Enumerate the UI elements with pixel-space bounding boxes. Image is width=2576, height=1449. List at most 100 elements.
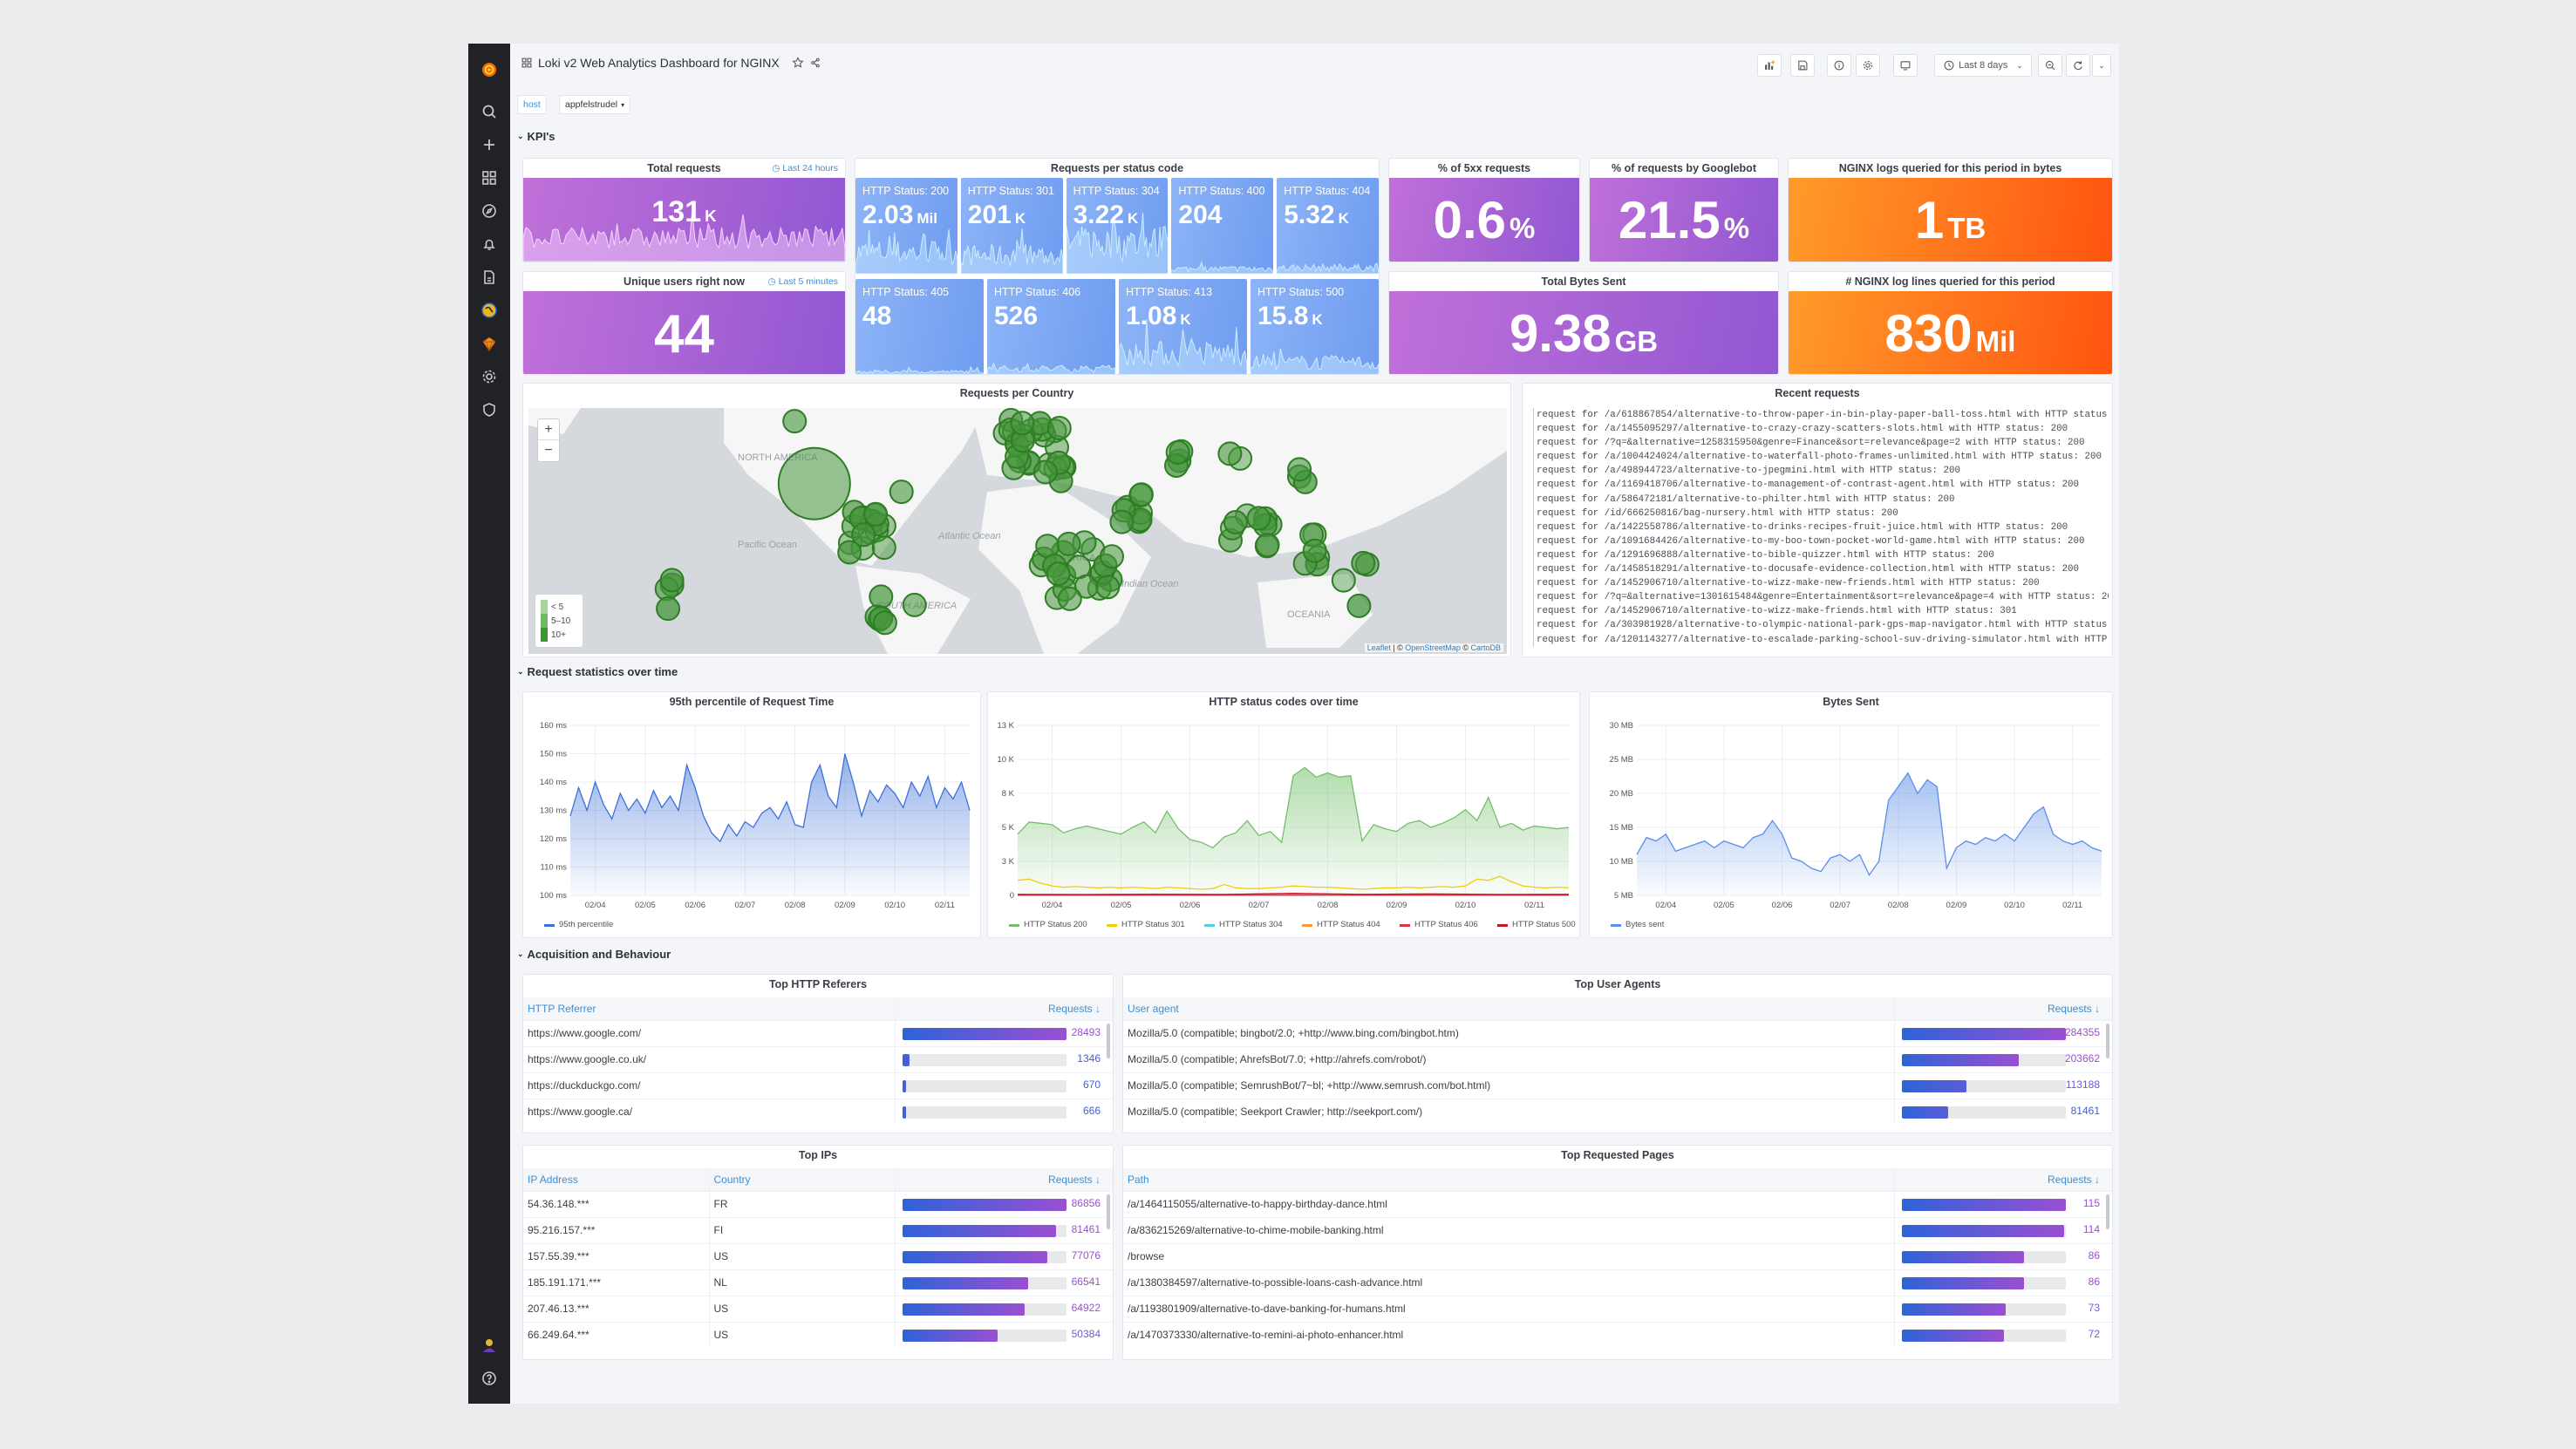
country-marker[interactable] xyxy=(1346,593,1372,618)
country-marker[interactable] xyxy=(1010,411,1035,436)
table-row[interactable]: 185.191.171.*** NL 66541 xyxy=(523,1269,1113,1296)
table-row[interactable]: 207.46.13.*** US 64922 xyxy=(523,1295,1113,1322)
country-marker[interactable] xyxy=(1056,531,1081,556)
country-marker[interactable] xyxy=(1302,538,1327,563)
grafana-logo-icon[interactable] xyxy=(479,59,500,80)
panel-http-status-over-time[interactable]: HTTP status codes over time 0 3 K 5 K 8 K 10… xyxy=(987,691,1580,938)
cartodb-link[interactable]: CartoDB xyxy=(1470,643,1501,652)
country-marker[interactable] xyxy=(872,610,897,636)
table-row[interactable]: Mozilla/5.0 (compatible; SemrushBot/7~bl… xyxy=(1123,1071,2112,1099)
country-marker[interactable] xyxy=(656,596,681,622)
host-variable-dropdown[interactable]: appfelstrudel ▾ xyxy=(559,95,631,114)
log-line[interactable]: request for /a/1452906710/alternative-to… xyxy=(1533,576,2109,591)
log-line[interactable]: request for /a/1091684426/alternative-to… xyxy=(1533,534,2109,548)
country-marker[interactable] xyxy=(837,540,862,565)
map-zoom-in-button[interactable]: + xyxy=(538,419,559,440)
column-header[interactable]: Requests ↓ xyxy=(894,997,1113,1020)
scrollbar[interactable] xyxy=(2106,1024,2109,1058)
scrollbar[interactable] xyxy=(1107,1024,1110,1058)
country-marker[interactable] xyxy=(871,535,896,561)
column-header[interactable]: User agent xyxy=(1123,997,1894,1020)
tv-mode-button[interactable] xyxy=(1893,54,1918,77)
add-panel-button[interactable] xyxy=(1757,54,1782,77)
country-marker[interactable] xyxy=(1109,509,1135,534)
country-marker[interactable] xyxy=(1246,506,1271,531)
panel-recent-requests[interactable]: Recent requests request for /a/618867854… xyxy=(1522,383,2113,657)
globe-plugin-icon[interactable] xyxy=(479,300,500,321)
bell-alerting-icon[interactable] xyxy=(479,234,500,255)
country-marker[interactable] xyxy=(1223,510,1248,534)
panel-total-requests[interactable]: Total requests ◷ Last 24 hours 131 K xyxy=(522,158,846,262)
country-marker[interactable] xyxy=(659,568,685,593)
panel-unique-users[interactable]: Unique users right now ◷ Last 5 minutes 4… xyxy=(522,271,846,375)
log-line[interactable]: request for /a/1291696888/alternative-to… xyxy=(1533,548,2109,563)
user-avatar-icon[interactable] xyxy=(479,1335,500,1356)
table-row[interactable]: /a/1380384597/alternative-to-possible-lo… xyxy=(1123,1269,2112,1296)
dashboard-title[interactable]: Loki v2 Web Analytics Dashboard for NGIN… xyxy=(538,56,780,70)
legend-label[interactable]: HTTP Status 200 xyxy=(1024,920,1087,929)
table-row[interactable]: /a/1193801909/alternative-to-dave-bankin… xyxy=(1123,1295,2112,1322)
country-marker[interactable] xyxy=(902,592,927,617)
column-header[interactable]: Requests ↓ xyxy=(894,1168,1113,1191)
column-header[interactable]: HTTP Referrer xyxy=(523,997,895,1020)
dashboards-grid-icon[interactable] xyxy=(479,167,500,188)
plus-icon[interactable] xyxy=(479,134,500,155)
row-acquisition[interactable]: ⌄ Acquisition and Behaviour xyxy=(517,948,671,961)
log-line[interactable]: request for /a/1458518291/alternative-to… xyxy=(1533,562,2109,577)
panel-top-user-agents[interactable]: Top User Agents User agent Requests ↓ Mozil… xyxy=(1122,974,2113,1133)
log-line[interactable]: request for /a/303981928/alternative-to-… xyxy=(1533,618,2109,633)
panel-pct-5xx[interactable]: % of 5xx requests 0.6% xyxy=(1388,158,1580,262)
status-tile[interactable]: HTTP Status: 406 526 xyxy=(987,279,1115,374)
time-range-picker[interactable]: Last 8 days ⌄ xyxy=(1934,54,2032,77)
chart-http-status-over-time[interactable]: 0 3 K 5 K 8 K 10 K 13 K 02/04 02/05 02/06 02/07 02… xyxy=(988,692,1580,938)
column-header[interactable]: Path xyxy=(1123,1168,1894,1191)
panel-pct-googlebot[interactable]: % of requests by Googlebot 21.5% xyxy=(1589,158,1779,262)
column-header[interactable]: Country xyxy=(708,1168,895,1191)
table-row[interactable]: 95.216.157.*** FI 81461 xyxy=(523,1216,1113,1243)
status-tile[interactable]: HTTP Status: 301 201 K xyxy=(960,178,1063,274)
log-lines[interactable]: request for /a/618867854/alternative-to-… xyxy=(1533,408,2109,647)
log-line[interactable]: request for /a/1452906710/alternative-to… xyxy=(1533,604,2109,619)
status-tile[interactable]: HTTP Status: 413 1.08 K xyxy=(1119,279,1247,374)
country-marker[interactable] xyxy=(1255,533,1280,558)
zoom-out-button[interactable] xyxy=(2038,54,2062,77)
scrollbar[interactable] xyxy=(1107,1194,1110,1229)
country-marker[interactable] xyxy=(782,409,808,434)
series-line[interactable] xyxy=(569,753,971,843)
country-marker[interactable] xyxy=(1217,441,1243,466)
panel-total-bytes-sent[interactable]: Total Bytes Sent 9.38 GB xyxy=(1388,271,1779,375)
row-request-statistics[interactable]: ⌄ Request statistics over time xyxy=(517,665,678,678)
column-header[interactable]: Requests ↓ xyxy=(1893,1168,2112,1191)
status-tile[interactable]: HTTP Status: 200 2.03 Mil xyxy=(855,178,957,274)
log-line[interactable]: request for /a/1422558786/alternative-to… xyxy=(1533,520,2109,534)
panel-p95-request-time[interactable]: 95th percentile of Request Time 100 ms 11… xyxy=(522,691,981,938)
table-row[interactable]: Mozilla/5.0 (compatible; bingbot/2.0; +h… xyxy=(1123,1019,2112,1046)
log-line[interactable]: request for /a/1169418706/alternative-to… xyxy=(1533,478,2109,493)
country-marker[interactable] xyxy=(1287,457,1312,482)
table-row[interactable]: /a/1464115055/alternative-to-happy-birth… xyxy=(1123,1190,2112,1217)
log-line[interactable]: request for /id/666250816/bag-nursery.ht… xyxy=(1533,506,2109,520)
country-marker[interactable] xyxy=(1100,544,1124,569)
legend-label[interactable]: HTTP Status 301 xyxy=(1121,920,1185,929)
country-marker[interactable] xyxy=(1164,453,1189,478)
log-line[interactable]: request for /a/586472181/alternative-to-… xyxy=(1533,492,2109,507)
panel-bytes-sent[interactable]: Bytes Sent 5 MB 10 MB 15 MB 20 MB 25 MB 30 MB… xyxy=(1589,691,2113,938)
save-dashboard-button[interactable] xyxy=(1790,54,1815,77)
status-tile[interactable]: HTTP Status: 400 204 xyxy=(1171,178,1274,274)
table-row[interactable]: https://duckduckgo.com/670 xyxy=(523,1071,1113,1099)
country-marker[interactable] xyxy=(863,501,889,527)
osm-link[interactable]: OpenStreetMap xyxy=(1405,643,1461,652)
table-row[interactable]: 157.55.39.*** US 77076 xyxy=(523,1242,1113,1269)
compass-explore-icon[interactable] xyxy=(479,201,500,221)
scrollbar[interactable] xyxy=(2106,1194,2109,1229)
share-icon[interactable] xyxy=(809,57,821,69)
log-line[interactable]: request for /a/618867854/alternative-to-… xyxy=(1533,408,2109,423)
series-line[interactable] xyxy=(1017,766,1570,849)
row-kpis[interactable]: ⌄ KPI's xyxy=(517,130,555,143)
country-marker[interactable] xyxy=(1095,575,1121,600)
table-row[interactable]: /browse 86 xyxy=(1123,1242,2112,1269)
log-line[interactable]: request for /?q=&alternative=1301615484&… xyxy=(1533,590,2109,605)
table-row[interactable]: 54.36.148.*** FR 86856 xyxy=(523,1190,1113,1217)
table-row[interactable]: 66.249.64.*** US 50384 xyxy=(523,1321,1113,1348)
